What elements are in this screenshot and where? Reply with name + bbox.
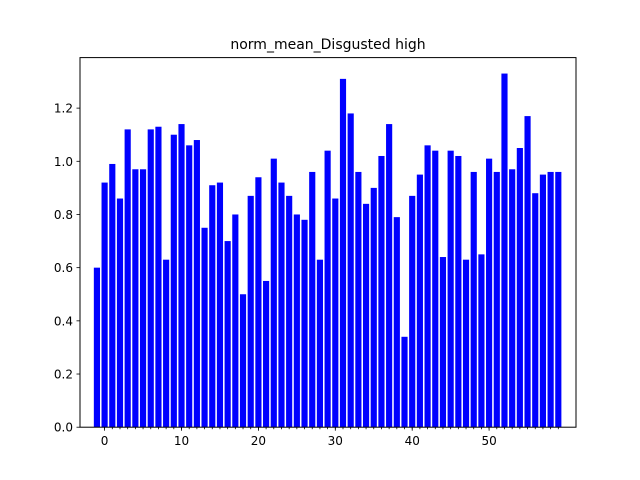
x-tick-label: 30 xyxy=(328,434,343,448)
bar xyxy=(470,171,477,428)
y-tick-label: 0.4 xyxy=(54,314,73,328)
bar xyxy=(186,145,193,428)
bar xyxy=(224,241,231,428)
bar xyxy=(216,182,224,428)
bar xyxy=(309,171,316,428)
bar xyxy=(193,140,200,428)
chart-title: norm_mean_Disgusted high xyxy=(230,37,425,53)
bar xyxy=(393,217,400,428)
bar xyxy=(462,259,470,428)
bar xyxy=(486,158,493,428)
bar xyxy=(109,163,116,428)
bar xyxy=(478,254,485,428)
bar xyxy=(247,195,254,428)
bar xyxy=(524,116,531,428)
bar xyxy=(301,219,308,428)
x-tick-label: 50 xyxy=(481,434,496,448)
y-axis: 0.0 0.2 0.4 0.6 0.8 1.0 1.2 xyxy=(54,102,80,435)
bar xyxy=(201,227,208,428)
x-tick-label: 10 xyxy=(174,434,189,448)
y-tick-label: 1.0 xyxy=(54,155,73,169)
bar xyxy=(255,177,262,428)
bar xyxy=(278,182,285,428)
bar xyxy=(401,336,408,428)
bar xyxy=(209,185,216,428)
bar xyxy=(424,145,431,428)
bar xyxy=(439,257,447,428)
bar xyxy=(270,158,277,428)
bar xyxy=(239,294,247,428)
bar xyxy=(532,193,539,428)
bar xyxy=(501,73,508,428)
bar xyxy=(539,174,547,428)
bar xyxy=(124,129,131,428)
bar xyxy=(516,148,523,428)
bar xyxy=(263,280,270,428)
y-tick-label: 0.6 xyxy=(54,261,73,275)
bars-group xyxy=(93,73,562,428)
bar xyxy=(447,150,454,428)
bar xyxy=(155,126,162,428)
bar xyxy=(378,155,385,428)
bar xyxy=(316,259,324,428)
bar xyxy=(355,171,362,428)
bar xyxy=(509,169,516,428)
bar xyxy=(324,150,331,428)
bar xyxy=(139,169,147,428)
bar xyxy=(101,182,108,428)
bar xyxy=(347,113,354,428)
bar xyxy=(555,171,562,428)
y-tick-label: 1.2 xyxy=(54,102,73,116)
y-tick-label: 0.8 xyxy=(54,208,73,222)
y-tick-label: 0.0 xyxy=(54,421,73,435)
bar xyxy=(286,195,293,428)
x-tick-label: 0 xyxy=(101,434,109,448)
bar xyxy=(416,174,423,428)
bar xyxy=(132,169,139,428)
bar xyxy=(547,171,554,428)
bar xyxy=(455,155,462,428)
bar xyxy=(409,195,416,428)
bar xyxy=(163,259,170,428)
bar xyxy=(370,187,377,428)
x-tick-label: 40 xyxy=(405,434,420,448)
bar xyxy=(93,267,100,428)
bar xyxy=(339,78,347,428)
bar xyxy=(362,203,370,428)
bar xyxy=(493,171,500,428)
bar xyxy=(178,124,185,428)
bar xyxy=(170,134,177,428)
bar xyxy=(432,150,439,428)
bar xyxy=(116,198,124,428)
bar xyxy=(293,214,300,428)
x-tick-label: 20 xyxy=(251,434,266,448)
bar xyxy=(147,129,154,428)
y-tick-label: 0.2 xyxy=(54,368,73,382)
bar xyxy=(386,124,393,428)
bar xyxy=(332,198,339,428)
bar xyxy=(232,214,239,428)
x-axis: 0 10 20 30 40 50 xyxy=(101,427,559,448)
